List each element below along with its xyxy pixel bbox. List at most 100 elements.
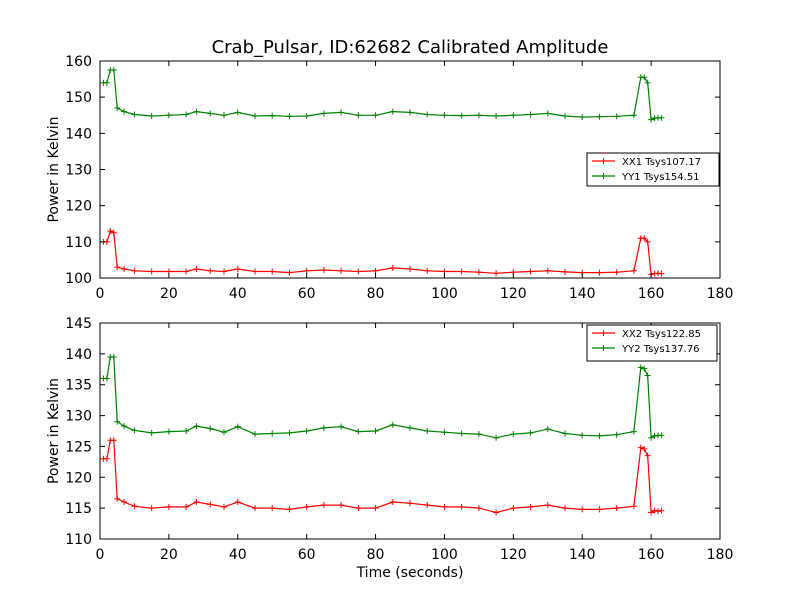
data-point: [269, 112, 276, 119]
data-point: [613, 431, 620, 438]
data-point: [103, 375, 110, 382]
data-point: [493, 434, 500, 441]
data-point: [234, 498, 241, 505]
data-point: [183, 268, 190, 275]
data-point: [596, 432, 603, 439]
x-tick-label: 120: [500, 286, 527, 302]
data-point: [114, 264, 121, 271]
data-point: [544, 426, 551, 433]
data-point: [193, 265, 200, 272]
data-point: [355, 428, 362, 435]
data-point: [320, 267, 327, 274]
data-point: [131, 267, 138, 274]
data-point: [596, 506, 603, 513]
y-tick-label: 120: [65, 199, 92, 215]
data-point: [207, 425, 214, 432]
data-point: [407, 500, 413, 507]
data-point: [338, 502, 345, 509]
data-point: [644, 238, 651, 245]
data-point: [510, 431, 517, 438]
data-point: [493, 270, 500, 277]
data-point: [221, 429, 227, 436]
data-point: [110, 229, 117, 236]
data-point: [193, 423, 200, 430]
legend-marker: [600, 345, 607, 351]
y-tick-label: 140: [65, 126, 92, 142]
data-point: [493, 509, 500, 516]
data-point: [637, 364, 644, 371]
x-tick-label: 60: [298, 547, 316, 563]
data-point: [658, 114, 665, 121]
data-point: [637, 444, 644, 451]
data-point: [286, 429, 293, 436]
data-point: [252, 268, 258, 275]
data-point: [641, 235, 648, 242]
data-point: [630, 428, 637, 435]
data-point: [579, 432, 586, 439]
data-point: [131, 503, 138, 510]
data-point: [221, 112, 227, 119]
data-point: [458, 503, 465, 510]
data-point: [303, 503, 310, 510]
legend-box: [586, 324, 718, 362]
subplot-1: 0 20 40 60 80 100 120 140 160 180 100 110 120 130 140 1…: [46, 54, 733, 302]
data-point: [165, 428, 172, 435]
y-tick-label: 160: [65, 54, 92, 70]
data-point: [579, 114, 586, 121]
data-point: [527, 429, 534, 436]
x-tick-label: 180: [707, 286, 734, 302]
data-point: [121, 108, 128, 115]
data-point: [458, 430, 465, 437]
data-point: [234, 109, 241, 116]
y-axis-label: Power in Kelvin: [46, 378, 62, 484]
data-point: [110, 67, 117, 74]
data-point: [355, 112, 362, 119]
data-point: [252, 431, 258, 438]
x-tick-label: 20: [160, 547, 178, 563]
x-tick-label: 120: [500, 547, 527, 563]
data-point: [121, 265, 128, 272]
legend-label: YY2 Tsys137.76: [621, 344, 700, 355]
x-tick-label: 100: [431, 547, 458, 563]
data-point: [103, 455, 110, 462]
x-tick-label: 180: [707, 547, 734, 563]
data-point: [630, 267, 637, 274]
data-point: [655, 508, 661, 515]
data-point: [148, 112, 155, 119]
y-tick-label: 120: [65, 470, 92, 486]
data-point: [234, 265, 241, 272]
data-point: [613, 505, 620, 512]
y-tick-label: 150: [65, 90, 92, 106]
data-point: [527, 503, 534, 510]
x-tick-label: 140: [569, 286, 596, 302]
x-tick-label: 60: [298, 286, 316, 302]
data-point: [372, 267, 379, 274]
data-point: [269, 505, 276, 512]
legend-box: [586, 152, 720, 187]
data-point: [221, 268, 227, 275]
data-point: [658, 270, 665, 277]
data-point: [114, 495, 121, 502]
data-point: [193, 108, 200, 115]
data-point: [148, 429, 155, 436]
data-point: [493, 112, 500, 119]
data-point: [207, 501, 214, 508]
data-point: [183, 503, 190, 510]
data-point: [648, 509, 655, 516]
data-point: [355, 268, 362, 275]
data-point: [252, 112, 258, 119]
data-point: [458, 268, 465, 275]
y-tick-label: 130: [65, 163, 92, 179]
data-point: [221, 503, 227, 510]
data-point: [269, 268, 276, 275]
data-point: [355, 505, 362, 512]
data-point: [234, 423, 241, 430]
data-point: [338, 423, 345, 430]
y-tick-label: 110: [65, 532, 92, 548]
data-point: [103, 79, 110, 86]
data-point: [303, 267, 310, 274]
data-point: [641, 365, 648, 372]
data-point: [648, 434, 655, 441]
data-point: [131, 427, 138, 434]
subplot-2: 0 20 40 60 80 100 120 140 160 180 110 115 120 125 130 1…: [46, 316, 733, 581]
